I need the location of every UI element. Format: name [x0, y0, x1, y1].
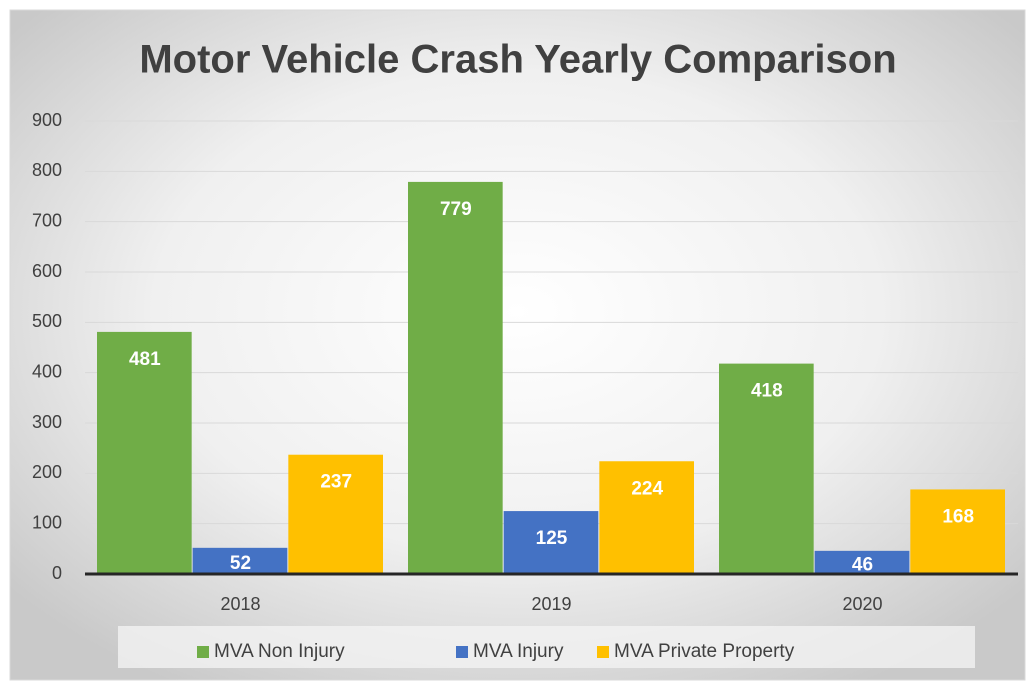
bar	[599, 461, 694, 574]
y-tick-label: 500	[32, 311, 62, 331]
y-tick-label: 300	[32, 412, 62, 432]
bar	[910, 489, 1005, 574]
data-label: 52	[230, 553, 251, 574]
chart-title: Motor Vehicle Crash Yearly Comparison	[139, 38, 896, 82]
y-tick-label: 0	[52, 563, 62, 583]
y-tick-label: 900	[32, 110, 62, 130]
bar	[814, 550, 910, 574]
data-label: 481	[129, 349, 161, 370]
legend-swatch	[197, 646, 209, 658]
y-tick-label: 800	[32, 160, 62, 180]
data-label: 125	[536, 528, 568, 549]
bar	[288, 454, 383, 574]
x-tick-label: 2019	[531, 594, 571, 614]
y-tick-label: 100	[32, 512, 62, 532]
legend-swatch	[597, 646, 609, 658]
y-tick-label: 400	[32, 361, 62, 381]
legend-label: MVA Injury	[473, 641, 564, 662]
legend-label: MVA Private Property	[614, 641, 795, 662]
legend-swatch	[456, 646, 468, 658]
data-label: 224	[631, 478, 663, 499]
bar	[192, 547, 288, 574]
bar	[97, 331, 192, 574]
legend-label: MVA Non Injury	[214, 641, 345, 662]
data-label: 168	[942, 506, 974, 527]
y-tick-label: 200	[32, 462, 62, 482]
y-tick-label: 700	[32, 210, 62, 230]
bar	[503, 511, 599, 574]
data-label: 46	[852, 554, 873, 575]
y-tick-label: 600	[32, 261, 62, 281]
data-label: 779	[440, 199, 472, 220]
x-tick-label: 2020	[842, 594, 882, 614]
bar	[408, 181, 503, 575]
bar	[719, 363, 814, 574]
data-label: 418	[751, 381, 783, 402]
x-tick-label: 2018	[220, 594, 260, 614]
legend-box	[118, 626, 975, 668]
data-label: 237	[320, 472, 352, 493]
